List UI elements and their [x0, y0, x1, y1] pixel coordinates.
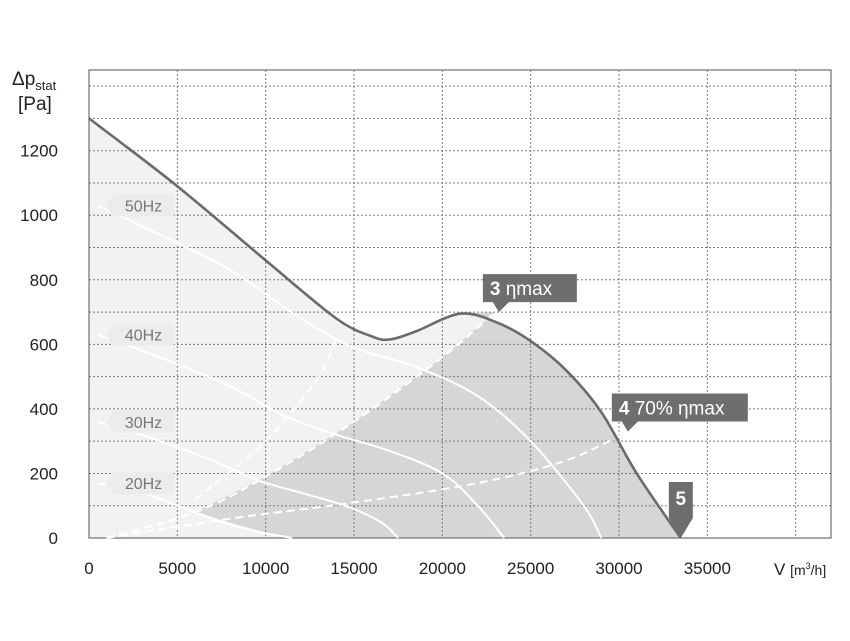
chart-regions	[89, 118, 681, 539]
y-tick-label: 200	[30, 464, 58, 483]
max-curve	[88, 117, 682, 539]
speed-label-20Hz: 20Hz	[125, 476, 162, 493]
marker-5: 5	[668, 482, 693, 538]
marker-flag	[611, 393, 748, 432]
speed-curve-50Hz	[97, 204, 603, 539]
x-tick-label: 20000	[419, 559, 466, 578]
speed-label-50Hz: 50Hz	[125, 199, 162, 216]
speed-curve-30Hz	[97, 420, 399, 539]
freq-label-bg	[105, 410, 174, 433]
freq-label-bg	[105, 472, 174, 495]
y-tick-label: 1200	[20, 142, 58, 161]
marker-flag	[668, 482, 693, 538]
marker-text: 4 70% ηmax	[619, 398, 725, 419]
marker-4: 4 70% ηmax	[611, 393, 748, 432]
marker-text: 3 ηmax	[490, 279, 553, 300]
freq-label-bg	[105, 194, 174, 217]
efficiency-line-2	[106, 430, 629, 539]
operating-region-dark	[195, 312, 681, 538]
speed-label-30Hz: 30Hz	[125, 415, 162, 432]
x-tick-label: 5000	[158, 559, 196, 578]
x-tick-label: 0	[84, 559, 93, 578]
efficiency-line-3	[194, 337, 338, 501]
plot-frame	[88, 69, 832, 539]
x-tick-label: 35000	[684, 559, 731, 578]
speed-label-40Hz: 40Hz	[125, 328, 162, 345]
y-tick-label: 0	[49, 529, 58, 548]
x-tick-label: 25000	[507, 559, 554, 578]
marker-3: 3 ηmax	[482, 274, 577, 313]
y-tick-label: 600	[30, 335, 58, 354]
y-tick-label: 1000	[20, 206, 58, 225]
x-tick-label: 15000	[330, 559, 377, 578]
chart-labels: 50Hz 40Hz 30Hz 20Hz 3 ηmax 4 70% ηmax 5	[105, 194, 748, 538]
marker-flag	[482, 274, 577, 313]
y-tick-label: 400	[30, 400, 58, 419]
efficiency-line-1	[106, 311, 496, 539]
freq-label-bg	[105, 323, 174, 346]
y-axis-title: Δpstat	[12, 69, 57, 93]
y-axis-unit: [Pa]	[18, 94, 52, 115]
y-tick-label: 800	[30, 271, 58, 290]
chart-ticks: 0 5000 10000 15000 20000 25000 30000 35000 0 200 4…	[20, 142, 731, 578]
x-axis-title: V [m3/h]	[774, 560, 826, 579]
marker-text: 5	[676, 489, 687, 510]
chart-grid	[88, 69, 832, 539]
chart-curves	[88, 117, 682, 539]
x-tick-label: 30000	[595, 559, 642, 578]
x-tick-label: 10000	[242, 559, 289, 578]
